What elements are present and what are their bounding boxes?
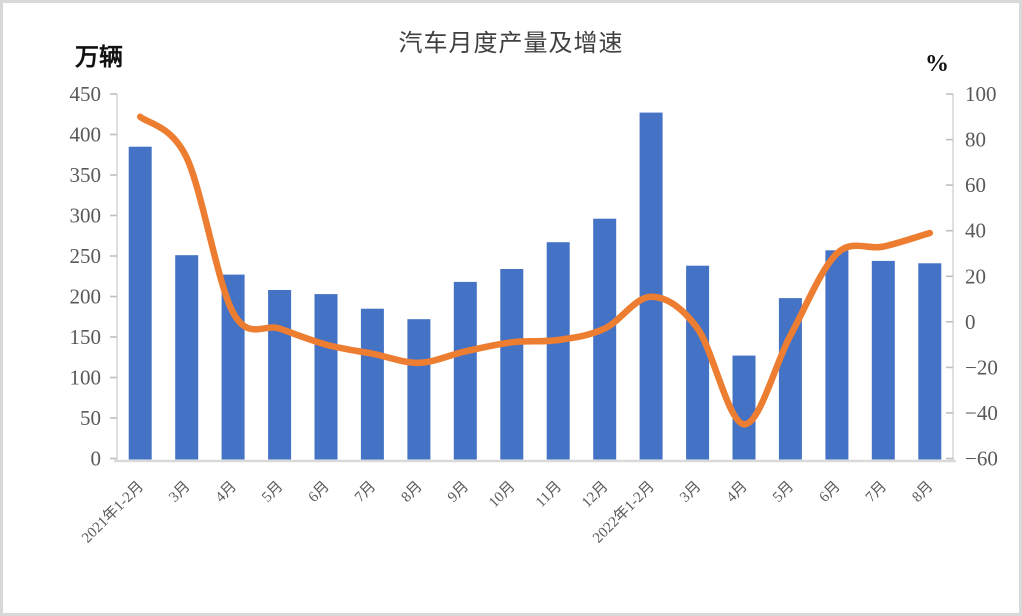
left-axis-tick-label: 100 [70,366,102,390]
plot-area: 450400350300250200150100500100806040200−… [70,82,998,547]
right-axis-tick-label: 80 [965,128,986,152]
right-axis-tick-label: −40 [965,401,998,425]
x-axis-tick-label: 7月 [863,479,890,506]
x-axis-tick-label: 2021年1-2月 [78,478,147,547]
left-axis-tick-label: 50 [80,406,101,430]
production-bar [453,281,477,460]
right-axis-tick-label: 20 [965,264,986,288]
left-axis-tick-label: 150 [70,325,102,349]
production-bar [593,218,617,460]
left-axis-tick-label: 200 [70,285,102,309]
x-axis-tick-label: 6月 [306,479,333,506]
x-axis-tick-label: 11月 [533,479,565,511]
production-bar [546,242,570,460]
left-axis-tick-label: 300 [70,204,102,228]
right-axis-tick-label: 40 [965,219,986,243]
production-bar [825,250,849,460]
production-bar [268,290,292,460]
left-axis-tick-label: 250 [70,244,102,268]
production-bar [778,298,802,460]
production-bar [128,146,152,460]
right-axis-tick-label: 60 [965,173,986,197]
left-axis-unit-label: 万辆 [75,45,123,71]
production-bar [871,260,895,460]
x-axis-tick-label: 3月 [677,479,704,506]
right-axis-tick-label: 100 [965,82,997,106]
x-axis-tick-label: 8月 [909,479,936,506]
left-axis-tick-label: 400 [70,123,102,147]
left-axis-tick-label: 0 [91,447,102,471]
production-bar [500,269,524,460]
x-axis-tick-label: 8月 [398,479,425,506]
production-bar [175,255,199,460]
x-axis-tick-label: 10月 [486,479,519,512]
x-axis-tick-label: 5月 [770,479,797,506]
x-axis-tick-label: 3月 [166,479,193,506]
x-axis-tick-label: 9月 [445,479,472,506]
production-bar [639,112,663,460]
x-axis-tick-label: 4月 [724,479,751,506]
x-axis-tick-label: 12月 [579,479,612,512]
right-axis-tick-label: 0 [965,310,976,334]
production-bar [314,294,338,460]
right-axis-unit-label: % [925,51,949,77]
chart-title: 汽车月度产量及增速 [398,31,624,57]
x-axis-tick-label: 7月 [352,479,379,506]
growth-line [136,113,934,428]
x-axis-tick-label: 5月 [259,479,286,506]
production-bar [360,308,384,460]
right-axis-tick-label: −20 [965,355,998,379]
left-axis-tick-label: 350 [70,163,102,187]
production-bar [918,263,942,460]
production-bar [407,319,431,460]
x-axis-tick-label: 6月 [816,479,843,506]
x-axis-tick-label: 4月 [213,479,240,506]
left-axis-tick-label: 450 [70,82,102,106]
production-bar [686,265,710,460]
production-bar [732,355,756,460]
right-axis-tick-label: −60 [965,447,998,471]
